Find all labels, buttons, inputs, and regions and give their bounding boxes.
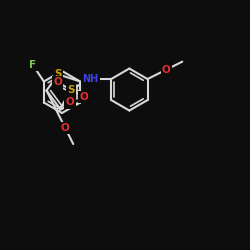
Text: O: O xyxy=(53,78,62,88)
Text: F: F xyxy=(29,60,36,70)
Text: O: O xyxy=(162,65,171,75)
Text: S: S xyxy=(67,85,74,95)
Text: O: O xyxy=(61,123,70,133)
Text: O: O xyxy=(66,97,74,107)
Text: NH: NH xyxy=(82,74,98,84)
Text: S: S xyxy=(54,69,62,79)
Text: O: O xyxy=(80,92,88,102)
